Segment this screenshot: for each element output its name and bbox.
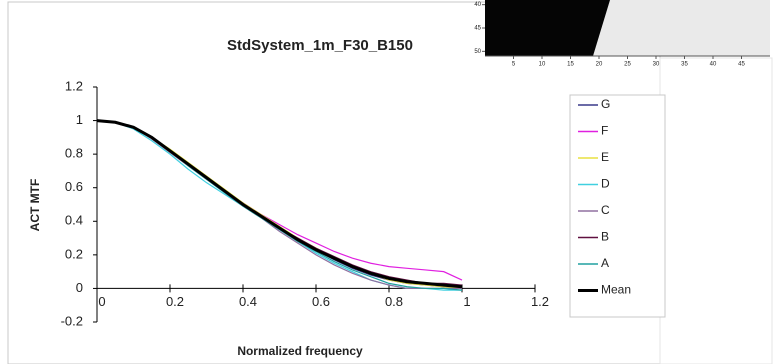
y-axis-label: ACT MTF — [28, 179, 42, 232]
legend-label: Mean — [601, 283, 631, 297]
image-x-tick-label: 15 — [567, 62, 574, 68]
image-y-tick-label: 50 — [474, 49, 481, 55]
y-tick-label: 0.2 — [65, 246, 83, 261]
image-y-tick-label: 40 — [474, 2, 481, 8]
legend-label: E — [601, 150, 609, 164]
y-tick-label: -0.2 — [61, 313, 83, 328]
y-tick-label: 0.4 — [65, 213, 83, 228]
image-x-tick-label: 40 — [710, 62, 717, 68]
legend-label: A — [601, 256, 609, 270]
y-tick-label: 1.2 — [65, 78, 83, 93]
y-tick-label: 0.6 — [65, 179, 83, 194]
y-tick-label: 0.8 — [65, 146, 83, 161]
legend-label: F — [601, 124, 608, 138]
x-tick-label: 0.8 — [385, 294, 403, 309]
image-x-tick-label: 30 — [653, 62, 660, 68]
image-x-tick-label: 35 — [681, 62, 688, 68]
legend-label: B — [601, 230, 609, 244]
x-axis-label: Normalized frequency — [237, 344, 363, 358]
x-tick-label: 0 — [98, 294, 105, 309]
legend-label: C — [601, 203, 610, 217]
x-tick-label: 0.4 — [239, 294, 257, 309]
image-x-tick-label: 25 — [624, 62, 631, 68]
x-tick-label: 1.2 — [531, 294, 549, 309]
image-x-tick-label: 20 — [596, 62, 603, 68]
legend-label: G — [601, 97, 610, 111]
image-x-tick-label: 45 — [738, 62, 745, 68]
screenshot: StdSystem_1m_F30_B150 Normalized frequen… — [0, 0, 773, 364]
image-y-tick-label: 45 — [474, 26, 481, 32]
x-tick-label: 1 — [463, 294, 470, 309]
image-dark-region — [485, 0, 610, 56]
x-tick-label: 0.2 — [166, 294, 184, 309]
image-x-tick-label: 10 — [539, 62, 546, 68]
x-tick-label: 0.6 — [312, 294, 330, 309]
y-tick-label: 1 — [76, 112, 83, 127]
legend-label: D — [601, 177, 610, 191]
y-tick-label: 0 — [76, 280, 83, 295]
side-panel — [660, 58, 772, 364]
chart-title: StdSystem_1m_F30_B150 — [227, 37, 413, 54]
